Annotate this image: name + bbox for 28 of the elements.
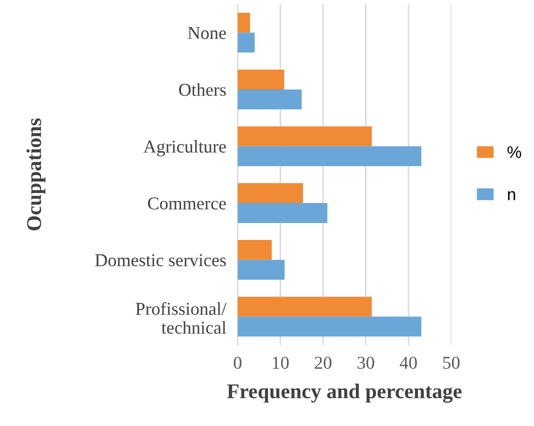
bar — [238, 316, 422, 337]
bar — [238, 203, 328, 223]
x-tick-label: 0 — [234, 356, 242, 369]
y-tick-label: Domestic services — [95, 254, 226, 266]
bar — [238, 260, 285, 280]
bar — [238, 183, 303, 204]
y-tick-label: Others — [179, 83, 226, 96]
y-tick-label: Commerce — [148, 197, 226, 210]
bar — [238, 12, 250, 33]
y-tick-label: Agriculture — [143, 140, 226, 156]
x-axis-title: Frequency and percentage — [227, 384, 462, 403]
x-tick-label: 10 — [272, 356, 289, 369]
y-tick-label: Profissional/ technical — [136, 302, 227, 334]
bar — [238, 70, 284, 90]
legend-label: n — [508, 191, 516, 200]
y-axis-title: Ocuppations — [26, 118, 46, 230]
bar — [238, 296, 372, 317]
x-tick-label: 40 — [400, 356, 417, 369]
bar — [238, 146, 422, 166]
x-tick-label: 20 — [314, 356, 332, 369]
x-tick-label: 30 — [358, 356, 374, 369]
bar — [238, 32, 255, 53]
bar — [238, 89, 302, 110]
x-tick-label: 50 — [443, 356, 460, 369]
bar — [238, 240, 272, 260]
legend-label: % — [508, 146, 522, 158]
bar — [238, 126, 372, 146]
y-tick-label: None — [188, 27, 226, 40]
